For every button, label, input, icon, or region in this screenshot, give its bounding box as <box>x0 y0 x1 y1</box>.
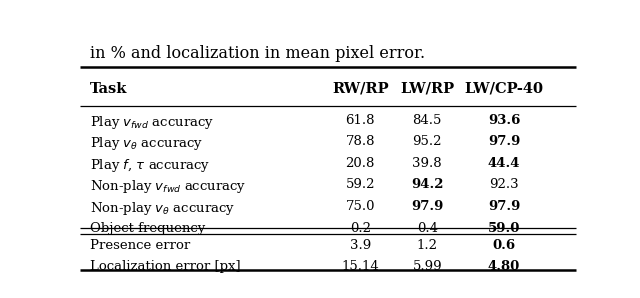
Text: 20.8: 20.8 <box>346 157 375 170</box>
Text: 3.9: 3.9 <box>349 239 371 252</box>
Text: 59.0: 59.0 <box>488 222 520 235</box>
Text: 94.2: 94.2 <box>411 179 444 192</box>
Text: 97.9: 97.9 <box>411 200 444 213</box>
Text: Play $f$, $\tau$ accuracy: Play $f$, $\tau$ accuracy <box>90 157 211 174</box>
Text: Localization error [px]: Localization error [px] <box>90 260 241 273</box>
Text: 1.2: 1.2 <box>417 239 438 252</box>
Text: Non-play $v_{\theta}$ accuracy: Non-play $v_{\theta}$ accuracy <box>90 200 236 217</box>
Text: 0.2: 0.2 <box>349 222 371 235</box>
Text: 39.8: 39.8 <box>412 157 442 170</box>
Text: Play $v_{\theta}$ accuracy: Play $v_{\theta}$ accuracy <box>90 135 203 152</box>
Text: 75.0: 75.0 <box>346 200 375 213</box>
Text: Task: Task <box>90 82 127 96</box>
Text: 15.14: 15.14 <box>341 260 379 273</box>
Text: 61.8: 61.8 <box>346 114 375 127</box>
Text: LW/RP: LW/RP <box>400 82 454 96</box>
Text: Object frequency: Object frequency <box>90 222 205 235</box>
Text: 95.2: 95.2 <box>412 135 442 148</box>
Text: 4.80: 4.80 <box>488 260 520 273</box>
Text: RW/RP: RW/RP <box>332 82 388 96</box>
Text: 78.8: 78.8 <box>346 135 375 148</box>
Text: Presence error: Presence error <box>90 239 190 252</box>
Text: in % and localization in mean pixel error.: in % and localization in mean pixel erro… <box>90 45 425 62</box>
Text: 92.3: 92.3 <box>489 179 519 192</box>
Text: 97.9: 97.9 <box>488 135 520 148</box>
Text: 0.6: 0.6 <box>493 239 516 252</box>
Text: 0.4: 0.4 <box>417 222 438 235</box>
Text: Non-play $v_{fwd}$ accuracy: Non-play $v_{fwd}$ accuracy <box>90 179 246 195</box>
Text: 44.4: 44.4 <box>488 157 520 170</box>
Text: 84.5: 84.5 <box>413 114 442 127</box>
Text: Play $v_{fwd}$ accuracy: Play $v_{fwd}$ accuracy <box>90 114 214 131</box>
Text: LW/CP-40: LW/CP-40 <box>465 82 543 96</box>
Text: 59.2: 59.2 <box>346 179 375 192</box>
Text: 5.99: 5.99 <box>412 260 442 273</box>
Text: 93.6: 93.6 <box>488 114 520 127</box>
Text: 97.9: 97.9 <box>488 200 520 213</box>
